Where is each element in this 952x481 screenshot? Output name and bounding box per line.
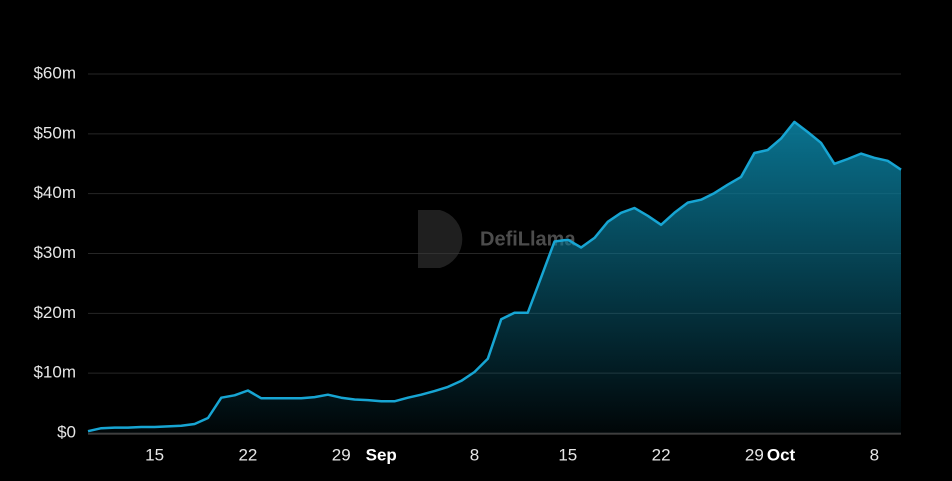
y-tick-label: $40m [33, 183, 76, 202]
area [88, 121, 901, 434]
x-tick-label: Oct [767, 445, 796, 464]
x-tick-label: 8 [870, 445, 879, 464]
y-tick-label: $30m [33, 243, 76, 262]
y-tick-label: $60m [33, 63, 76, 82]
x-tick-label: 15 [558, 445, 577, 464]
y-tick-label: $20m [33, 303, 76, 322]
x-tick-label: 8 [470, 445, 479, 464]
watermark-logo [418, 210, 463, 268]
line [87, 120, 902, 433]
x-tick-label: Sep [366, 445, 397, 464]
x-tick-label: 29 [332, 445, 351, 464]
y-tick-label: $10m [33, 363, 76, 382]
x-tick-label: 15 [145, 445, 164, 464]
y-tick-label: $50m [33, 123, 76, 142]
x-tick-label: 22 [238, 445, 257, 464]
y-tick-label: $0 [57, 422, 76, 441]
x-tick-label: 29 [745, 445, 764, 464]
x-tick-label: 22 [652, 445, 671, 464]
